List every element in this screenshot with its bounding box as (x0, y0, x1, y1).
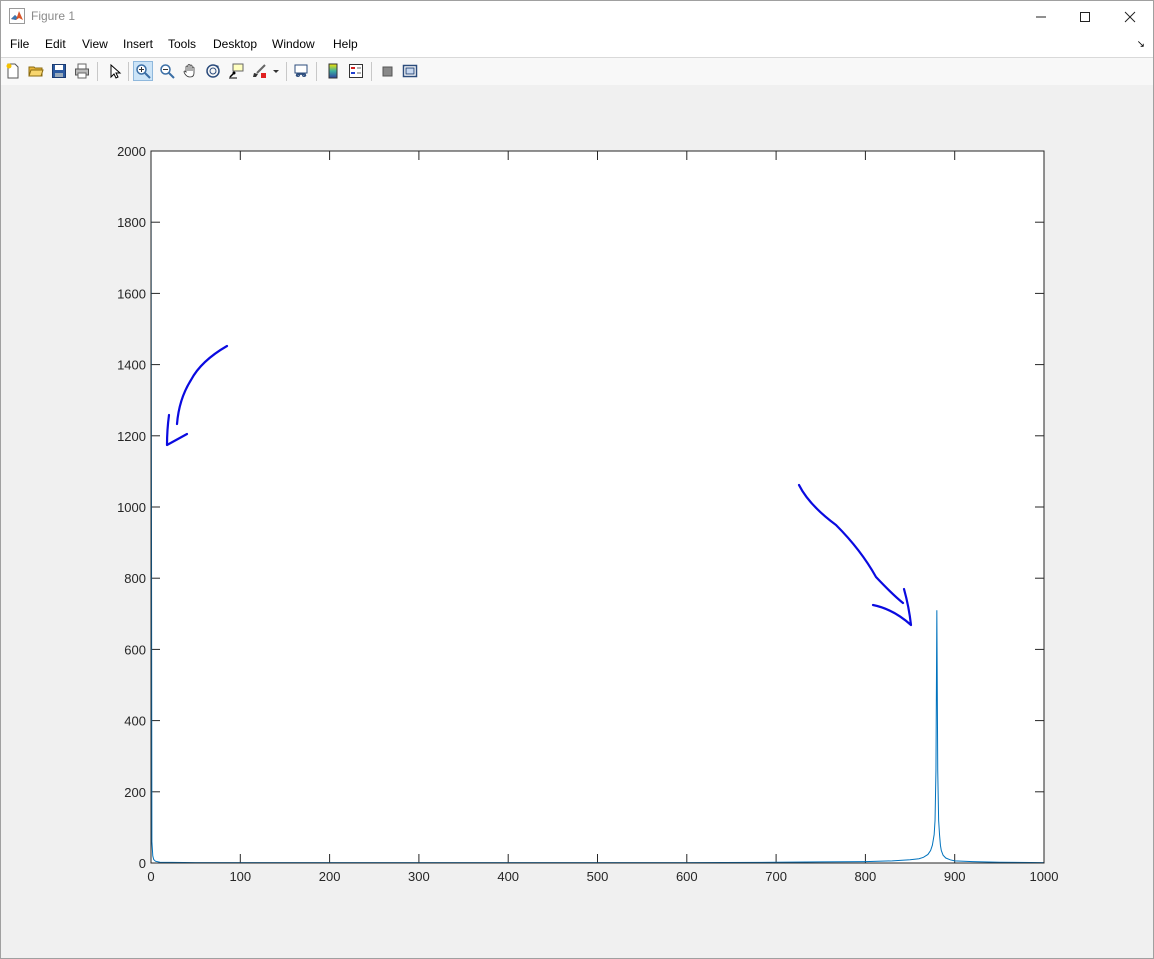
blue-arrow-left-head (165, 413, 189, 447)
menu-window[interactable]: Window (272, 37, 315, 51)
y-tick-label: 1000 (117, 500, 146, 515)
zoom-out-icon (160, 64, 175, 79)
menu-desktop[interactable]: Desktop (213, 37, 258, 51)
insert-colorbar-button[interactable] (323, 61, 343, 81)
menu-tools[interactable]: Tools (168, 37, 197, 51)
pan-button[interactable] (180, 61, 200, 81)
title-bar[interactable]: Figure 1 (1, 1, 1153, 32)
close-icon (1124, 11, 1136, 22)
brush-button[interactable] (249, 61, 269, 81)
zoom-in-button[interactable] (133, 61, 153, 81)
toolbar-separator (286, 62, 287, 81)
y-tick-label: 200 (124, 785, 146, 800)
axes-background (151, 151, 1044, 863)
open-file-button[interactable] (26, 61, 46, 81)
x-tick-label: 0 (147, 869, 154, 884)
zoom-out-button[interactable] (157, 61, 177, 81)
y-tick-label: 0 (139, 856, 146, 871)
toolbar-separator (316, 62, 317, 81)
edit-plot-button[interactable] (104, 61, 124, 81)
rotate-3d-button[interactable] (203, 61, 223, 81)
y-tick-label: 2000 (117, 144, 146, 159)
matlab-logo-icon (9, 8, 25, 24)
toolbar-separator (128, 62, 129, 81)
close-button[interactable] (1107, 1, 1153, 32)
print-button[interactable] (72, 61, 92, 81)
edit-plot-arrow-icon (110, 63, 122, 79)
data-cursor-button[interactable] (226, 61, 246, 81)
blue-arrow-right-head (871, 587, 913, 627)
hide-plot-tools-button[interactable] (377, 61, 397, 81)
maximize-icon (1080, 11, 1090, 22)
insert-legend-icon (349, 64, 363, 78)
x-tick-label: 600 (676, 869, 698, 884)
link-plot-button[interactable] (291, 61, 311, 81)
menu-edit[interactable]: Edit (45, 37, 66, 51)
x-tick-label: 800 (855, 869, 877, 884)
blue-arrow-right (797, 483, 905, 605)
data-cursor-icon (229, 63, 244, 79)
y-tick-label: 400 (124, 714, 146, 729)
y-tick-label: 1800 (117, 215, 146, 230)
show-plot-tools-icon (402, 64, 418, 78)
minimize-button[interactable] (1018, 1, 1064, 32)
x-tick-label: 1000 (1030, 869, 1059, 884)
toolbar-separator (97, 62, 98, 81)
new-figure-button[interactable] (3, 61, 23, 81)
menu-insert[interactable]: Insert (123, 37, 154, 51)
rotate-3d-icon (206, 64, 220, 78)
y-tick-label: 1600 (117, 286, 146, 301)
new-figure-icon (6, 63, 19, 79)
insert-legend-button[interactable] (346, 61, 366, 81)
show-plot-tools-button[interactable] (400, 61, 420, 81)
y-tick-label: 1200 (117, 429, 146, 444)
x-tick-label: 300 (408, 869, 430, 884)
zoom-in-icon (136, 64, 151, 79)
x-tick-label: 900 (944, 869, 966, 884)
brush-dropdown-button[interactable] (269, 61, 283, 81)
axes-box (150, 150, 1045, 864)
menu-view[interactable]: View (82, 37, 108, 51)
open-file-icon (28, 66, 44, 77)
y-tick-label: 800 (124, 571, 146, 586)
menu-help[interactable]: Help (333, 37, 358, 51)
maximize-button[interactable] (1062, 1, 1108, 32)
save-button[interactable] (49, 61, 69, 81)
menu-bar: File Edit View Insert Tools Desktop Wind… (1, 32, 1153, 57)
insert-colorbar-icon (328, 63, 338, 79)
figure-toolbar (1, 57, 1153, 86)
dock-figure-icon[interactable]: ↘ (1136, 39, 1145, 50)
save-icon (52, 64, 66, 78)
minimize-icon (1036, 16, 1046, 17)
chevron-down-icon (273, 70, 279, 73)
window-title: Figure 1 (31, 9, 76, 23)
y-tick-label: 600 (124, 642, 146, 657)
x-tick-label: 400 (497, 869, 519, 884)
x-tick-label: 500 (587, 869, 609, 884)
x-tick-label: 200 (319, 869, 341, 884)
blue-arrow-left (175, 344, 229, 426)
menu-file[interactable]: File (10, 37, 30, 51)
y-tick-label: 1400 (117, 358, 146, 373)
plot-axes[interactable]: 0 100 200 300 400 500 600 700 800 900 1000 0 200 400 6… (1, 85, 1153, 958)
x-tick-label: 700 (765, 869, 787, 884)
figure-canvas[interactable]: 0 100 200 300 400 500 600 700 800 900 1000 0 200 400 6… (1, 85, 1153, 958)
hide-plot-tools-icon (382, 66, 393, 77)
link-plot-icon (294, 64, 308, 77)
x-tick-label: 100 (229, 869, 251, 884)
print-icon (75, 63, 89, 79)
pan-hand-icon (183, 64, 195, 78)
toolbar-separator (371, 62, 372, 81)
brush-icon (253, 64, 266, 78)
